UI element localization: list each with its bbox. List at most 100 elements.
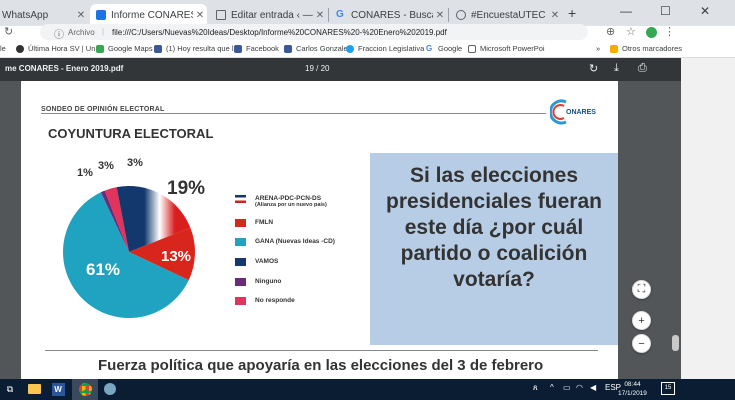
legend-item-no-responde: No responde	[235, 297, 295, 305]
tab-label: #EncuestaUTEC confirma que	[471, 9, 548, 21]
legend-swatch	[235, 219, 246, 227]
legend-item-ninguno: Ninguno	[235, 278, 281, 286]
bookmark-item[interactable]: Carlos Gonzalez	[284, 44, 351, 53]
close-icon[interactable]: ✕	[435, 9, 445, 21]
tab-informe-conares[interactable]: Informe CONARES - Enero 201 ✕	[90, 4, 207, 26]
facebook-icon	[284, 44, 292, 53]
info-icon[interactable]: ⓘ	[54, 30, 64, 41]
bookmark-item[interactable]: (1) Hoy resulta que l	[154, 44, 234, 53]
file-explorer-icon[interactable]	[26, 381, 42, 397]
zoom-in-button[interactable]: +	[632, 311, 651, 330]
battery-icon[interactable]: ▭	[563, 383, 571, 392]
task-view-icon[interactable]: ⧉	[6, 383, 14, 394]
close-icon[interactable]: ✕	[195, 9, 205, 21]
rotate-icon[interactable]: ↻	[589, 63, 599, 75]
folder-icon	[610, 44, 618, 53]
print-icon[interactable]: ⎙	[638, 62, 647, 74]
chevron-up-icon[interactable]: ^	[550, 383, 554, 392]
close-window-button[interactable]: ✕	[700, 4, 711, 18]
legend-item-fmln: FMLN	[235, 219, 273, 227]
tab-whatsapp[interactable]: WhatsApp ✕	[0, 4, 88, 26]
maps-icon	[96, 44, 104, 53]
avatar[interactable]	[646, 27, 657, 38]
slice-label-gana: 61%	[86, 260, 121, 279]
question-text: Si las elecciones presidenciales fueran …	[386, 164, 602, 291]
slide-subtitle: Fuerza política que apoyaría en las elec…	[98, 357, 544, 374]
wifi-icon[interactable]: ◠	[576, 383, 583, 392]
star-icon[interactable]: ☆	[626, 26, 636, 38]
bookmark-item[interactable]: Microsoft PowerPoi	[468, 44, 545, 53]
reload-icon[interactable]: ↻	[4, 26, 14, 38]
bookmark-item[interactable]: Facebook	[234, 44, 279, 53]
other-bookmarks[interactable]: Otros marcadores	[610, 44, 682, 53]
slice-vamos	[116, 186, 129, 252]
slice-arena	[129, 186, 191, 252]
language-indicator[interactable]: ESP	[605, 383, 622, 392]
legend-swatch	[235, 238, 246, 246]
slide-title: COYUNTURA ELECTORAL	[48, 126, 214, 141]
slice-fmln	[129, 227, 195, 281]
close-icon[interactable]: ✕	[550, 9, 560, 21]
tab-label: Editar entrada ‹ — WordPress	[231, 9, 313, 21]
bookmark-item[interactable]: le	[0, 44, 6, 53]
close-icon[interactable]: ✕	[76, 9, 86, 21]
tab-divider	[328, 8, 329, 22]
facebook-icon	[154, 44, 162, 53]
slice-gana	[63, 192, 189, 318]
legend-item-gana: GANA (Nuevas Ideas -CD)	[235, 238, 335, 246]
more-bookmarks-icon[interactable]: »	[596, 44, 601, 53]
new-tab-button[interactable]: +	[568, 5, 577, 21]
pdf-toolbar	[0, 58, 681, 81]
maximize-button[interactable]: ☐	[660, 4, 671, 18]
zoom-out-button[interactable]: −	[632, 334, 651, 353]
palette-logo	[104, 383, 116, 395]
facebook-icon	[234, 44, 242, 53]
tab-label: WhatsApp	[2, 9, 49, 21]
notification-icon[interactable]: 15	[661, 382, 675, 395]
tab-google-search[interactable]: G CONARES - Buscar con Google ✕	[330, 4, 447, 26]
legend-swatch	[235, 297, 246, 305]
zoom-icon[interactable]: ⊕	[606, 26, 616, 38]
word-icon[interactable]: W	[50, 381, 66, 397]
bookmark-item[interactable]: Fraccion Legislativa	[346, 44, 424, 53]
pie-chart	[63, 186, 195, 318]
pdf-title: me CONARES - Enero 2019.pdf	[5, 64, 124, 73]
volume-icon[interactable]: ◀	[590, 383, 597, 392]
close-icon[interactable]: ✕	[315, 9, 325, 21]
document-icon	[216, 10, 226, 20]
legend-item-arena: ARENA-PDC-PCN-DS (Alianza por un nuevo pa…	[235, 195, 327, 208]
more-icon[interactable]: ⋮	[664, 26, 675, 38]
slice-label-fmln: 13%	[161, 248, 192, 265]
slice-no-responde	[104, 187, 129, 252]
download-icon[interactable]: ⤓	[614, 62, 619, 74]
bookmark-item[interactable]: Última Hora SV | Un	[16, 44, 95, 53]
people-icon[interactable]: ጸ	[533, 383, 538, 392]
word-logo: W	[51, 382, 65, 396]
slice-label-ninguno: 1%	[77, 167, 93, 179]
clock[interactable]: 08:44 17/1/2019	[618, 380, 647, 398]
paint-icon[interactable]	[102, 381, 118, 397]
scrollbar-track[interactable]	[670, 81, 681, 379]
bookmark-item[interactable]: Google Maps	[96, 44, 153, 53]
url-text[interactable]: file:///C:/Users/Nuevas%20Ideas/Desktop/…	[112, 28, 447, 37]
bookmarks-bar	[0, 41, 735, 58]
bookmark-item[interactable]: G Google	[426, 43, 463, 53]
tab-encuesta-utec[interactable]: #EncuestaUTEC confirma que ✕	[450, 4, 562, 26]
header-divider	[41, 113, 546, 114]
globe-icon	[456, 10, 466, 20]
legend-swatch	[235, 258, 246, 266]
document-icon	[468, 44, 476, 53]
minimize-button[interactable]: —	[620, 4, 632, 18]
tab-wordpress[interactable]: Editar entrada ‹ — WordPress ✕	[210, 4, 327, 26]
legend-swatch	[235, 278, 246, 286]
window-side-panel	[681, 58, 735, 379]
scrollbar-thumb[interactable]	[672, 335, 679, 351]
fit-page-button[interactable]: ⛶	[632, 280, 651, 299]
slice-label-arena: 19%	[167, 178, 206, 199]
clock-date: 17/1/2019	[618, 390, 647, 397]
taskbar	[0, 379, 735, 400]
logo-text: ONARES	[566, 109, 596, 116]
chrome-icon[interactable]	[77, 381, 93, 397]
document-icon	[96, 10, 106, 20]
address-bar[interactable]	[40, 24, 588, 40]
